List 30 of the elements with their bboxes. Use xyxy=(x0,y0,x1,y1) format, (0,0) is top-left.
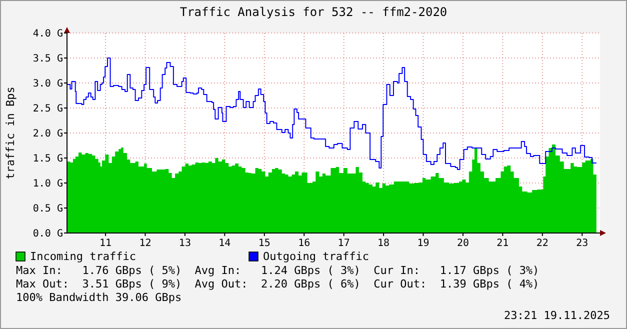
x-tick-label: 23 xyxy=(576,238,588,249)
chart-title: Traffic Analysis for 532 -- ffm2-2020 xyxy=(180,5,448,19)
y-tick-label: 1.0 G xyxy=(32,178,63,190)
text: Max In: 1.76 GBps ( 5%) Avg In: 1.24 GBps ( 3%) Cur In: 1.17 GBps ( 3%) xyxy=(16,264,540,277)
x-tick-label: 20 xyxy=(456,238,469,249)
x-tick-label: 13 xyxy=(178,238,191,249)
y-tick-label: 0.5 G xyxy=(32,204,63,214)
y-tick-label: 2.5 G xyxy=(32,104,63,114)
y-tick-label: 4.0 G xyxy=(32,28,63,40)
y-tick-label: 3.5 G xyxy=(32,54,63,64)
x-tick-label: 11 xyxy=(100,238,112,249)
x-tick-label: 12 xyxy=(139,238,152,249)
x-tick-label: 17 xyxy=(338,238,350,249)
y-tick-label: 3.0 G xyxy=(32,78,63,90)
legend-label: Outgoing traffic xyxy=(263,250,369,263)
x-tick-label: 14 xyxy=(218,238,231,249)
y-tick-label: 1.5 G xyxy=(32,154,63,164)
y-axis-title: traffic in Bps xyxy=(4,86,17,180)
text: 23:21 19.11.2025 xyxy=(504,309,610,322)
x-tick-label: 22 xyxy=(536,238,548,249)
y-tick-label: 2.0 G xyxy=(32,128,63,140)
x-tick-label: 16 xyxy=(298,238,310,249)
x-tick-label: 21 xyxy=(496,238,509,249)
x-tick-label: 18 xyxy=(378,238,390,249)
legend-label: Incoming traffic xyxy=(30,250,136,263)
x-tick-label: 19 xyxy=(417,238,430,249)
y-tick-label: 0.0 G xyxy=(32,228,63,240)
x-tick-label: 15 xyxy=(258,238,270,249)
text: 100% Bandwidth 39.06 GBps xyxy=(16,291,182,304)
text: Max Out: 3.51 GBps ( 9%) Avg Out: 2.20 GBps ( 6%) Cur Out: 1.39 GBps ( 4%) xyxy=(16,278,540,290)
